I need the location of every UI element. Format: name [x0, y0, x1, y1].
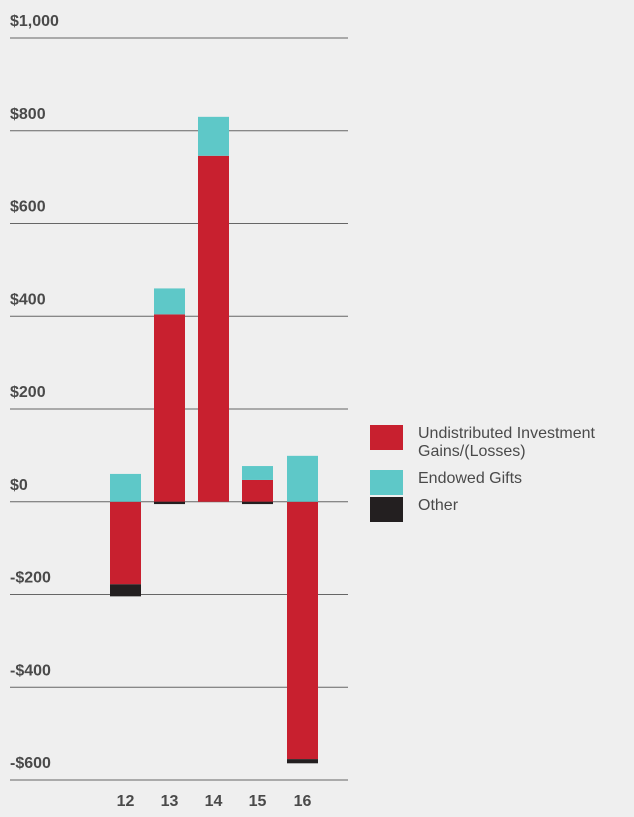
legend-swatch: [370, 425, 403, 450]
y-tick-label: -$400: [10, 662, 51, 679]
bar-segment: [154, 501, 185, 505]
x-tick-label: 15: [249, 793, 267, 810]
y-tick-label: $1,000: [10, 13, 59, 30]
legend-label: Other: [418, 497, 459, 514]
bar-segment: [287, 455, 318, 502]
x-tick-label: 12: [117, 793, 135, 810]
y-tick-label: $400: [10, 291, 46, 308]
bar-segment: [287, 501, 318, 760]
bar-segment: [198, 116, 229, 156]
legend-label: Endowed Gifts: [418, 470, 523, 487]
legend: Undistributed Investment Gains/(Losses) E…: [370, 425, 634, 524]
bar-segment: [242, 466, 273, 480]
legend-swatch: [370, 497, 403, 522]
x-tick-label: 13: [161, 793, 179, 810]
legend-item: Undistributed Investment Gains/(Losses): [370, 425, 634, 461]
legend-item: Endowed Gifts: [370, 470, 634, 495]
legend-item: Other: [370, 497, 634, 522]
legend-label: Undistributed Investment Gains/(Losses): [418, 425, 595, 460]
y-tick-label: -$600: [10, 755, 51, 772]
bar-segment: [242, 501, 273, 505]
bar-segment: [110, 473, 141, 502]
y-tick-label: $200: [10, 384, 46, 401]
y-tick-label: $0: [10, 477, 28, 494]
bar-segment: [287, 759, 318, 764]
legend-swatch: [370, 470, 403, 495]
bar-segment: [198, 155, 229, 502]
x-tick-label: 16: [294, 793, 312, 810]
bar-segment: [110, 584, 141, 597]
y-tick-label: $800: [10, 106, 46, 123]
bar-segment: [110, 501, 141, 585]
y-tick-label: $600: [10, 199, 46, 216]
bar-segment: [242, 479, 273, 502]
x-tick-label: 14: [205, 793, 223, 810]
y-tick-label: -$200: [10, 570, 51, 587]
bar-segment: [154, 288, 185, 315]
bar-segment: [154, 314, 185, 502]
